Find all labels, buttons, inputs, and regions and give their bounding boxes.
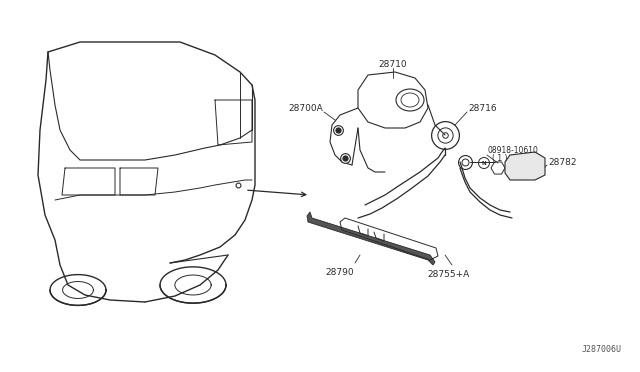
- Text: 28755+A: 28755+A: [427, 270, 469, 279]
- Text: 28710: 28710: [379, 60, 407, 69]
- Text: N: N: [482, 160, 486, 166]
- Text: 28716: 28716: [468, 103, 497, 112]
- Polygon shape: [505, 152, 545, 180]
- Text: J287006U: J287006U: [582, 345, 622, 354]
- Polygon shape: [307, 212, 435, 265]
- Text: 28700A: 28700A: [288, 103, 323, 112]
- Text: 08918-10610: 08918-10610: [488, 145, 539, 154]
- Text: ( 1 ): ( 1 ): [492, 154, 508, 163]
- Text: 28790: 28790: [326, 268, 355, 277]
- Text: 28782: 28782: [548, 157, 577, 167]
